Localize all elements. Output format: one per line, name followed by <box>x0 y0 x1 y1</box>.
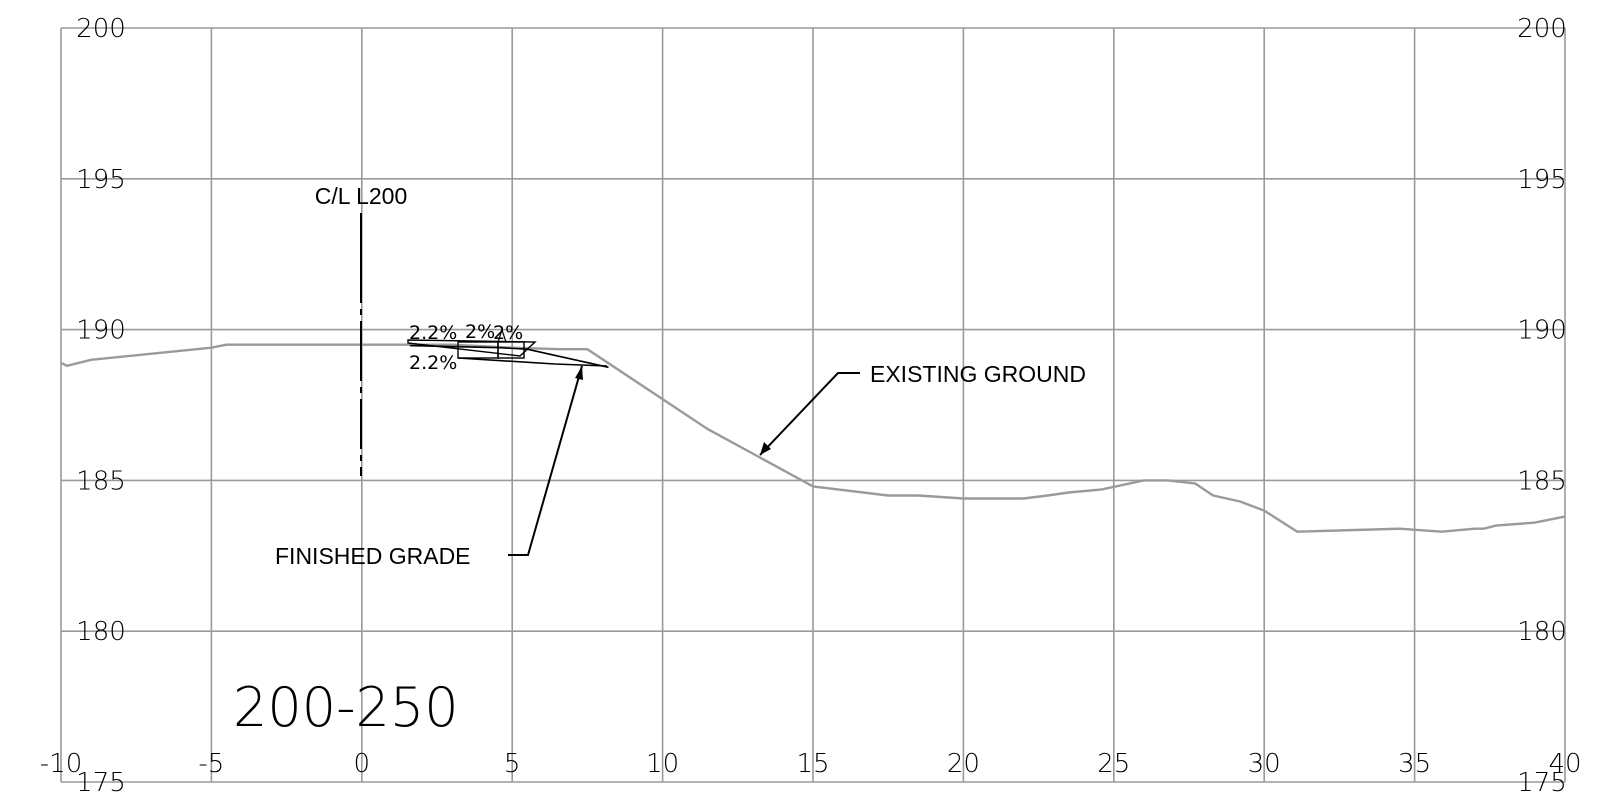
existing-ground-line <box>60 343 1566 533</box>
finished-grade-line <box>409 344 609 369</box>
x-tick-label: 35 <box>1398 749 1431 779</box>
y-tick-label-left: 185 <box>76 466 126 496</box>
grid <box>60 27 1566 783</box>
finished-grade-label: FINISHED GRADE <box>275 543 471 569</box>
subgrade-line <box>457 357 608 367</box>
y-tick-label-left: 200 <box>76 14 126 44</box>
y-axis-labels-right: 175 180 185 190 195 200 <box>1517 14 1567 798</box>
y-tick-label-left: 190 <box>76 316 126 346</box>
x-tick-label: -10 <box>40 749 82 779</box>
y-tick-label-right: 180 <box>1517 617 1567 647</box>
x-tick-label: 25 <box>1097 749 1130 779</box>
station-label: 200-250 <box>233 676 459 739</box>
y-tick-label-left: 175 <box>76 768 126 798</box>
y-tick-label-right: 185 <box>1517 466 1567 496</box>
x-tick-label: 15 <box>796 749 829 779</box>
x-tick-label: 10 <box>646 749 679 779</box>
finished-grade-arrowhead <box>575 366 583 380</box>
x-tick-label: 30 <box>1248 749 1281 779</box>
y-axis-labels-left: 175 180 185 190 195 200 <box>76 14 126 798</box>
y-tick-label-left: 180 <box>76 617 126 647</box>
x-tick-label: 0 <box>354 749 371 779</box>
series-layer <box>60 343 1566 533</box>
x-tick-label: 5 <box>504 749 521 779</box>
pavement-detail <box>407 328 608 367</box>
pavement-box-right <box>497 341 525 359</box>
finished-grade-leader <box>508 365 583 556</box>
existing-ground-arrowhead <box>760 442 771 455</box>
slope-label-upper-left: 2.2% <box>409 322 457 344</box>
x-axis-labels: -10 -5 0 5 10 15 20 25 30 35 40 <box>40 749 1582 779</box>
x-tick-label: 40 <box>1548 749 1581 779</box>
y-tick-label-right: 190 <box>1517 316 1567 346</box>
slope-label-lower-left: 2.2% <box>409 352 457 374</box>
existing-ground-label: EXISTING GROUND <box>870 361 1086 387</box>
existing-ground-leader <box>759 372 860 456</box>
y-tick-label-right: 175 <box>1517 768 1567 798</box>
y-tick-label-right: 195 <box>1517 165 1567 195</box>
slope-marker <box>497 328 507 343</box>
slope-label-upper-right: 2% <box>465 321 495 343</box>
y-tick-label-left: 195 <box>76 165 126 195</box>
x-tick-label: 20 <box>947 749 980 779</box>
x-tick-label: -5 <box>198 749 224 779</box>
centerline-label: C/L L200 <box>315 183 408 209</box>
slope-label-upper-right-2: 2% <box>493 322 523 344</box>
y-tick-label-right: 200 <box>1517 14 1567 44</box>
